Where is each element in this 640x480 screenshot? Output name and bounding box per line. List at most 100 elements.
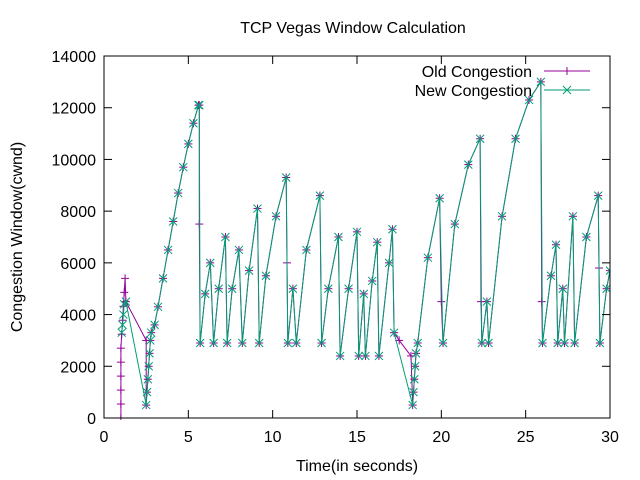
plus-marker — [116, 358, 125, 367]
x-tick-label: 10 — [264, 429, 282, 446]
x-marker — [334, 232, 343, 242]
x-marker — [119, 299, 129, 309]
x-marker — [291, 338, 301, 348]
x-marker — [568, 211, 578, 221]
x-marker — [482, 297, 492, 306]
x-marker — [352, 227, 362, 237]
x-marker — [411, 349, 421, 358]
x-marker — [372, 237, 382, 247]
x-marker — [254, 338, 264, 348]
plus-marker — [437, 297, 446, 306]
x-marker — [119, 310, 128, 319]
x-marker — [560, 338, 569, 348]
y-tick-label: 0 — [87, 411, 96, 428]
legend-label: Old Congestion — [422, 64, 532, 81]
chart-title: TCP Vegas Window Calculation — [240, 20, 466, 37]
x-marker — [475, 134, 485, 144]
y-tick-label: 12000 — [52, 101, 97, 118]
x-marker — [253, 204, 262, 213]
x-marker — [221, 232, 230, 242]
x-axis-title: Time(in seconds) — [296, 458, 418, 475]
x-marker — [200, 289, 210, 299]
x-marker — [354, 351, 364, 361]
y-tick-label: 10000 — [52, 152, 97, 169]
y-tick-label: 6000 — [60, 256, 96, 273]
x-marker — [117, 328, 127, 338]
x-tick-label: 15 — [348, 429, 366, 446]
x-marker — [158, 274, 168, 283]
x-marker — [150, 320, 159, 330]
x-marker — [546, 271, 556, 281]
x-marker — [194, 100, 203, 110]
x-marker — [562, 85, 572, 95]
x-axis: 0 5 10 15 20 25 30 — [100, 56, 619, 446]
x-marker — [143, 374, 153, 384]
x-marker — [163, 245, 173, 255]
x-marker — [367, 276, 377, 286]
x-marker — [438, 338, 448, 348]
x-marker — [524, 95, 534, 105]
x-marker — [344, 284, 353, 294]
x-marker — [408, 400, 418, 410]
series-line — [120, 80, 610, 418]
x-marker — [222, 338, 232, 348]
x-marker — [205, 258, 215, 268]
x-marker — [413, 338, 423, 348]
x-marker — [335, 351, 345, 361]
series-markers — [117, 77, 610, 410]
x-marker — [538, 338, 547, 348]
x-marker — [118, 320, 127, 330]
series-layer — [116, 77, 610, 420]
y-tick-label: 4000 — [60, 308, 96, 325]
x-marker — [144, 361, 154, 371]
x-marker — [388, 224, 397, 234]
x-marker — [168, 217, 178, 226]
x-marker — [477, 338, 487, 348]
x-marker — [484, 338, 493, 348]
x-marker — [234, 245, 244, 255]
x-marker — [153, 302, 163, 312]
legend: Old Congestion New Congestion — [415, 64, 590, 100]
x-marker — [317, 338, 326, 348]
x-marker — [209, 338, 218, 348]
y-axis-title: Congestion Window(cwnd) — [9, 142, 26, 332]
plus-marker — [606, 266, 610, 275]
x-marker — [497, 211, 507, 221]
series-new-congestion — [117, 77, 610, 410]
x-marker — [288, 284, 298, 294]
plus-marker — [116, 344, 125, 353]
plus-marker — [116, 400, 125, 409]
x-marker — [361, 351, 370, 361]
x-marker — [323, 284, 333, 294]
x-marker — [173, 188, 183, 198]
x-marker — [145, 349, 154, 358]
y-tick-label: 14000 — [52, 49, 97, 66]
x-tick-label: 25 — [517, 429, 535, 446]
x-marker — [195, 338, 205, 348]
x-marker — [283, 338, 293, 348]
x-marker — [558, 284, 568, 294]
plus-marker — [537, 297, 546, 306]
x-marker — [315, 191, 325, 200]
legend-label: New Congestion — [415, 83, 532, 100]
x-marker — [463, 160, 473, 169]
x-marker — [582, 232, 591, 242]
x-marker — [146, 328, 156, 338]
x-marker — [261, 271, 271, 281]
x-marker — [384, 258, 394, 268]
x-marker — [237, 338, 247, 348]
x-marker — [359, 289, 369, 299]
plus-marker — [116, 386, 125, 395]
x-tick-label: 0 — [100, 429, 109, 446]
x-marker — [450, 219, 460, 229]
x-marker — [389, 328, 399, 338]
x-marker — [146, 336, 155, 345]
x-marker — [536, 77, 546, 87]
y-axis: 0 2000 4000 6000 8000 10000 12000 14000 — [52, 49, 610, 428]
x-marker — [595, 338, 605, 348]
x-marker — [602, 284, 610, 294]
x-marker — [214, 284, 224, 294]
y-tick-label: 2000 — [60, 359, 96, 376]
x-marker — [551, 240, 561, 250]
